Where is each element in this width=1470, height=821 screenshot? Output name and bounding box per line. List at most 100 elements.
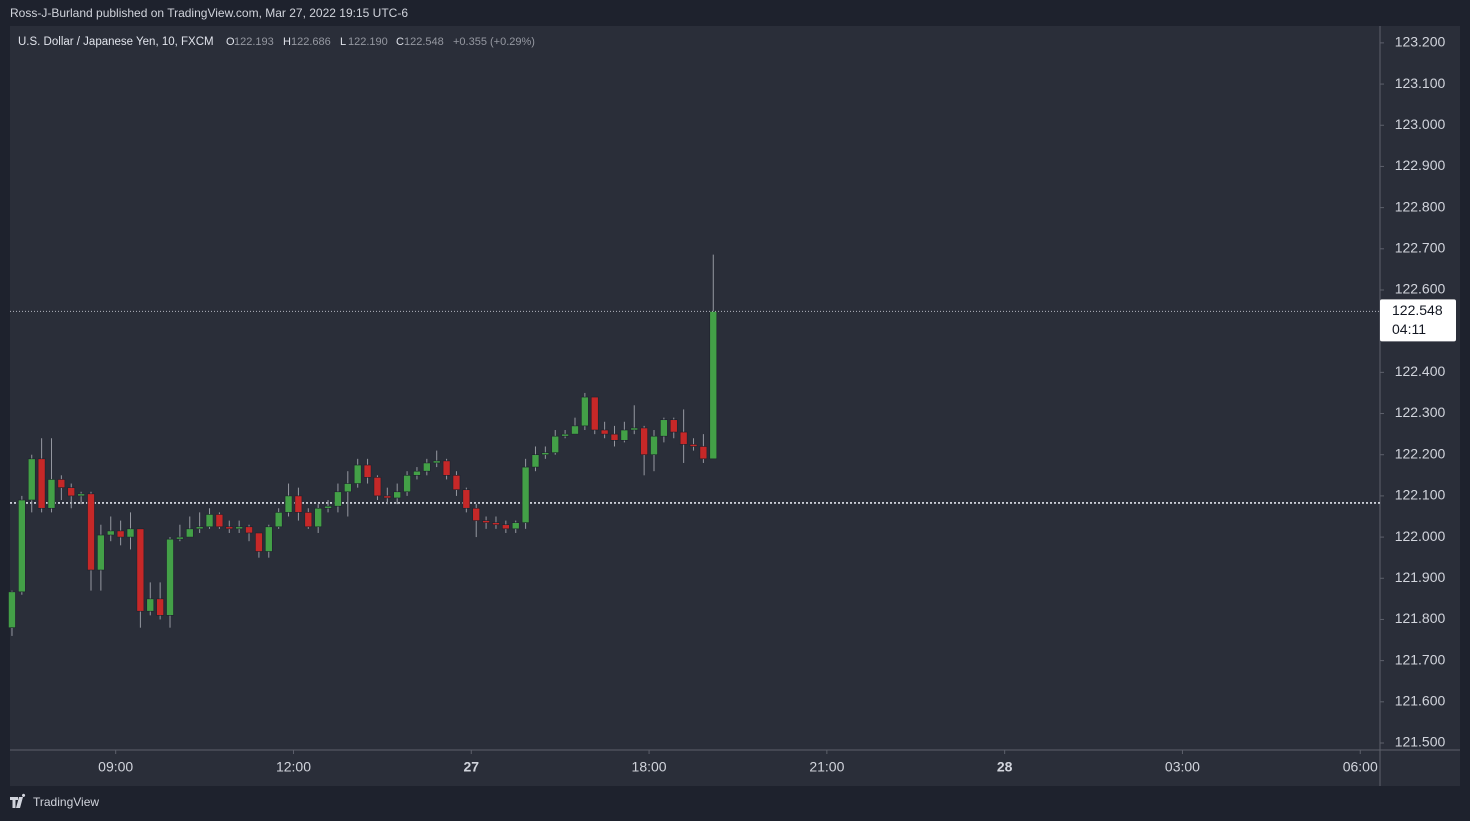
- candle-body: [8, 591, 16, 628]
- candle-body: [126, 528, 135, 538]
- candle-body: [166, 538, 174, 616]
- candle-body: [176, 536, 184, 540]
- candle-body: [304, 512, 313, 528]
- footer-logo: TradingView: [10, 793, 99, 809]
- candle-body: [324, 505, 332, 509]
- close-value: 122.548: [404, 36, 444, 48]
- candle-body: [403, 475, 411, 493]
- candle-body: [462, 489, 471, 509]
- y-tick-label: 122.400: [1395, 363, 1446, 379]
- candle-body: [264, 526, 273, 552]
- candle-body: [373, 477, 382, 497]
- ohlc-legend: O 122.193 H 122.686 L 122.190 C 122.548 …: [226, 36, 535, 48]
- x-tick-label: 06:00: [1343, 759, 1378, 775]
- candle-body: [620, 429, 629, 441]
- y-tick-label: 122.700: [1395, 240, 1446, 256]
- low-value: 122.190: [348, 36, 388, 48]
- candle-body: [571, 425, 579, 435]
- countdown: 04:11: [1392, 321, 1426, 337]
- candle-body: [383, 495, 392, 499]
- candle-body: [630, 427, 639, 431]
- low-label: L: [340, 36, 346, 48]
- candle-body: [590, 396, 599, 431]
- last-price-label: 122.548: [1392, 302, 1443, 318]
- high-label: H: [283, 36, 291, 48]
- candle-body: [235, 526, 243, 530]
- candle-body: [27, 458, 36, 501]
- candle-body: [314, 507, 322, 528]
- y-tick-label: 123.200: [1395, 34, 1446, 50]
- candle-body: [640, 427, 648, 456]
- candle-body: [541, 452, 550, 456]
- y-tick-label: 123.000: [1395, 116, 1446, 132]
- candle-body: [660, 419, 668, 437]
- y-tick-label: 122.000: [1395, 528, 1446, 544]
- y-tick-label: 122.100: [1395, 487, 1446, 503]
- last-price-box: [1380, 299, 1456, 342]
- candle-body: [511, 522, 520, 530]
- candle-body: [47, 479, 56, 509]
- x-tick-label: 27: [463, 759, 479, 775]
- candle-body: [334, 491, 342, 507]
- y-tick-label: 121.500: [1395, 734, 1446, 750]
- candle-body: [432, 460, 441, 464]
- candle-body: [679, 431, 688, 445]
- x-tick-label: 09:00: [98, 759, 133, 775]
- price-axis: [1380, 26, 1460, 786]
- candle-body: [600, 429, 609, 435]
- x-tick-label: 03:00: [1165, 759, 1200, 775]
- x-tick-label: 12:00: [276, 759, 311, 775]
- candle-body: [561, 433, 569, 437]
- candle-body: [363, 464, 372, 478]
- candle-body: [146, 598, 155, 612]
- candle-body: [502, 524, 510, 530]
- time-axis: [10, 750, 1380, 786]
- y-tick-label: 121.600: [1395, 693, 1446, 709]
- plot-area: [10, 26, 1380, 750]
- candle-body: [185, 528, 194, 538]
- candle-body: [472, 507, 481, 521]
- candle-body: [106, 530, 115, 536]
- candle-body: [521, 466, 530, 523]
- candle-body: [344, 483, 352, 493]
- y-tick-label: 122.200: [1395, 445, 1446, 461]
- candle-body: [255, 532, 263, 552]
- candle-body: [650, 435, 658, 456]
- candle-body: [205, 514, 214, 528]
- change: +0.355 (+0.29%): [453, 36, 535, 48]
- y-tick-label: 122.800: [1395, 198, 1446, 214]
- candle-body: [116, 530, 125, 538]
- candle-body: [294, 495, 303, 513]
- candle-body: [610, 433, 619, 441]
- candle-body: [195, 526, 204, 530]
- candle-body: [423, 462, 431, 472]
- candle-body: [442, 460, 451, 476]
- open-value: 122.193: [234, 36, 274, 48]
- candle-body: [492, 522, 500, 526]
- candle-body: [225, 526, 234, 530]
- candle-body: [581, 396, 589, 427]
- candle-body: [18, 499, 26, 593]
- logo-icon: [10, 793, 26, 808]
- candle-body: [37, 458, 46, 509]
- close-label: C: [396, 36, 404, 48]
- x-tick-label: 18:00: [632, 759, 667, 775]
- candle-body: [87, 493, 95, 571]
- candle-body: [709, 311, 718, 460]
- y-tick-label: 123.100: [1395, 75, 1446, 91]
- y-tick-label: 122.900: [1395, 157, 1446, 173]
- candle-body: [669, 419, 678, 433]
- candle-body: [136, 528, 145, 612]
- candle-body: [482, 520, 490, 523]
- candle-body: [413, 470, 421, 476]
- y-tick-label: 122.300: [1395, 404, 1446, 420]
- candle-body: [284, 495, 293, 513]
- candle-body: [156, 598, 164, 616]
- candle-body: [77, 493, 85, 497]
- y-tick-label: 121.800: [1395, 610, 1446, 626]
- y-tick-label: 121.700: [1395, 651, 1446, 667]
- chart: 121.500 121.600 121.700 121.800 121.900 122.0…: [8, 34, 1456, 775]
- high-value: 122.686: [291, 36, 331, 48]
